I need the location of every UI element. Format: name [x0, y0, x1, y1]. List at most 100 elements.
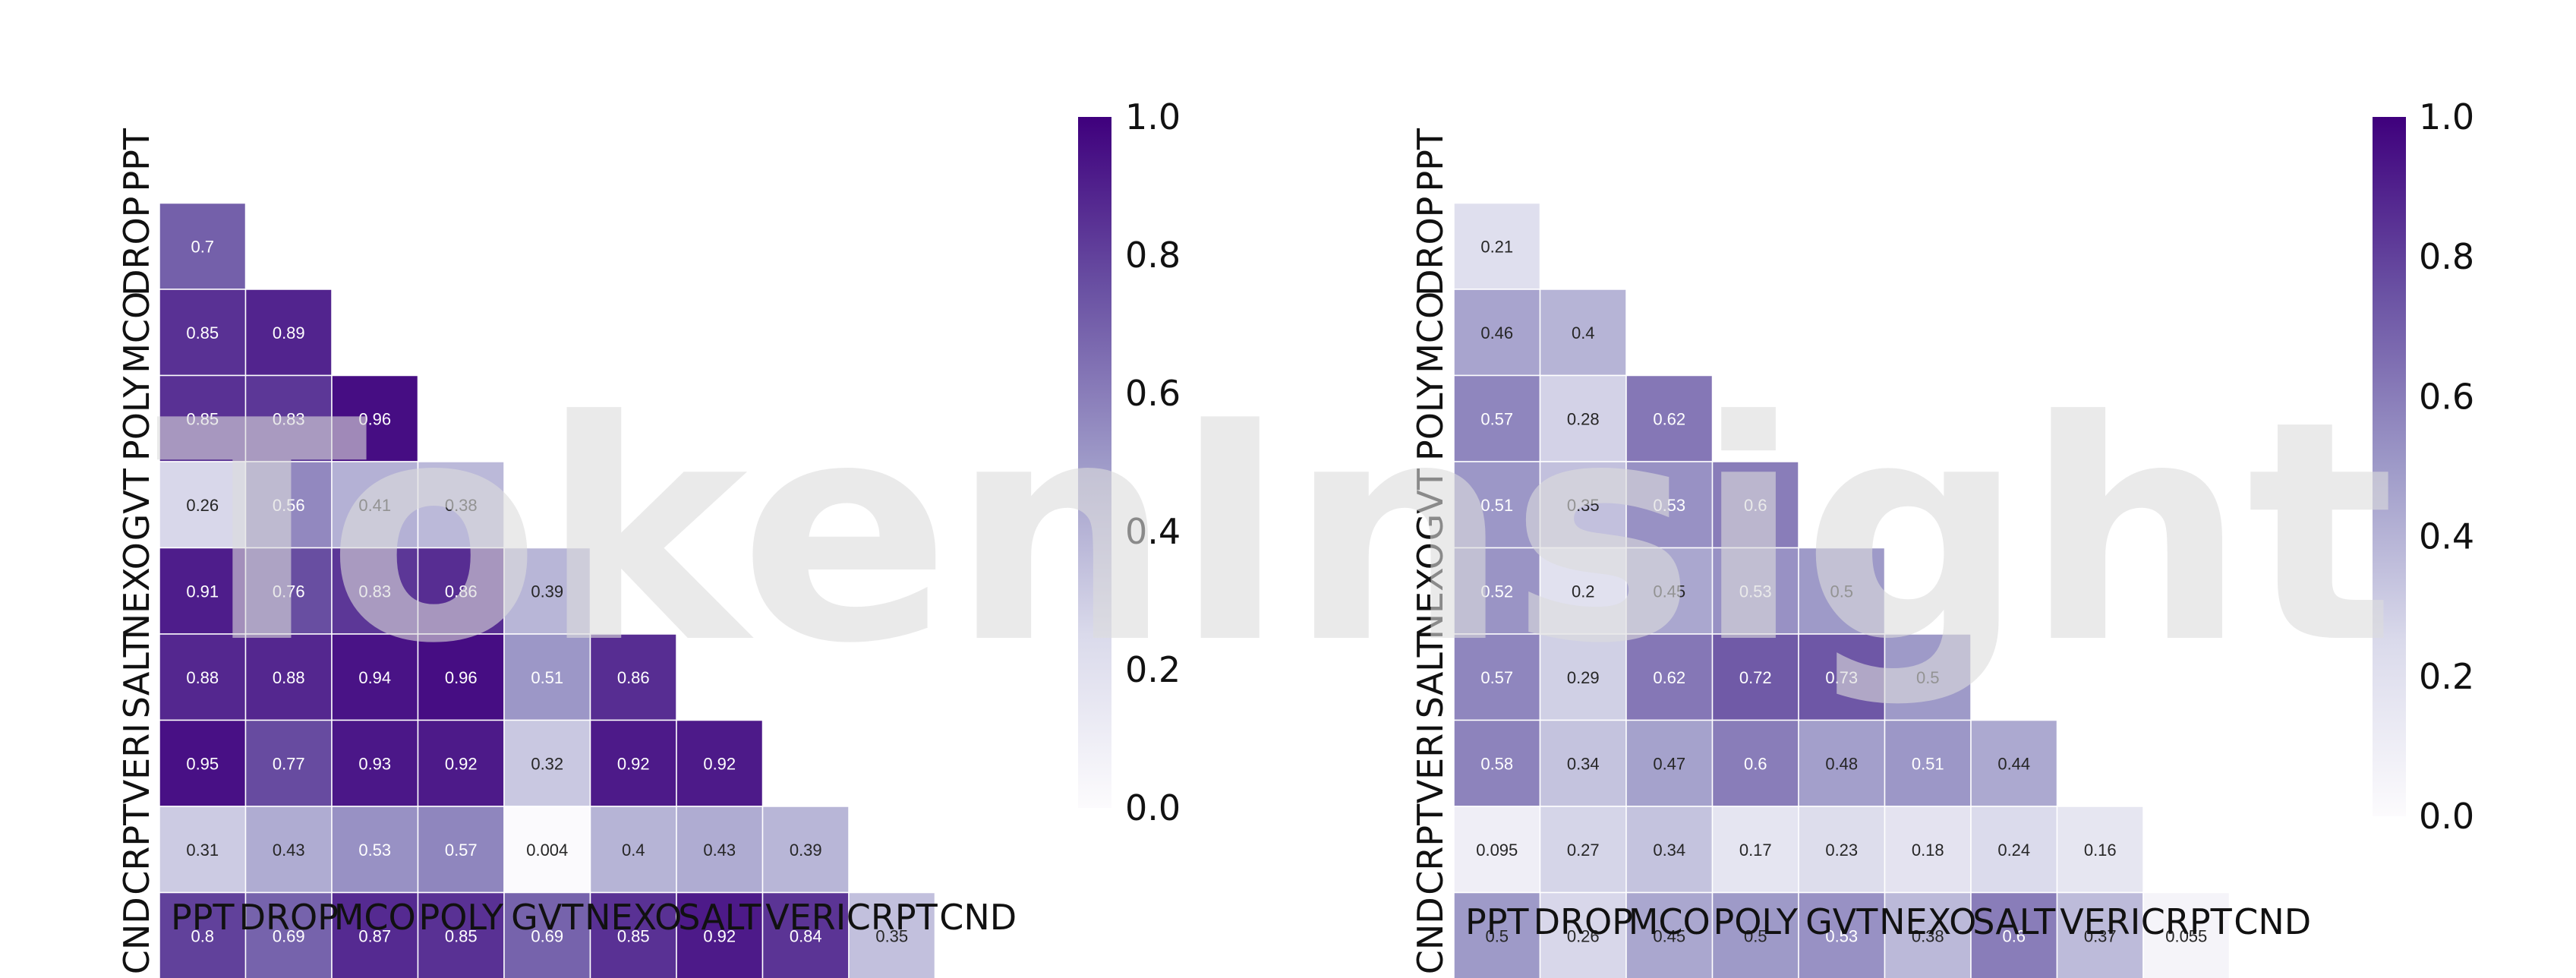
heatmap-cell: [1539, 374, 1627, 462]
cell-value-label: 0.91: [186, 582, 219, 601]
heatmap-cell: [1711, 461, 1799, 549]
cell-value-label: 0.89: [273, 323, 305, 342]
heatmap-cell: [331, 461, 419, 549]
y-tick-label: CRPT: [1410, 803, 1451, 895]
cell-value-label: 0.45: [1653, 926, 1685, 945]
heatmap-cell: [1625, 461, 1714, 549]
cell-value-label: 0.53: [1739, 582, 1772, 601]
heatmap-cell: [503, 547, 591, 635]
heatmap-cell: [244, 719, 333, 807]
heatmap-cell: [503, 806, 591, 894]
heatmap-cell: [331, 633, 419, 721]
colorbar-tick-label: 0.0: [1125, 787, 1181, 828]
heatmap-cell: [1539, 719, 1627, 807]
heatmap-cell: [589, 719, 677, 807]
heatmap-cell: [1625, 374, 1714, 462]
y-tick-label: SALT: [116, 635, 157, 718]
heatmap-cell: [159, 891, 247, 978]
colorbar-tick-label: 0.2: [2419, 656, 2474, 697]
cell-value-label: 0.055: [2165, 926, 2207, 945]
cell-value-label: 0.85: [186, 323, 219, 342]
cell-value-label: 0.57: [445, 841, 478, 860]
colorbar-tick-label: 0.2: [1125, 649, 1181, 690]
cell-value-label: 0.004: [526, 841, 568, 860]
x-tick-label: SALT: [678, 897, 761, 938]
cell-value-label: 0.34: [1567, 754, 1600, 773]
cell-value-label: 0.16: [2084, 841, 2117, 860]
heatmap-cell: [1539, 461, 1627, 549]
y-tick-label: NEXO: [1410, 542, 1451, 639]
cell-value-label: 0.84: [790, 926, 822, 945]
heatmap-panel-2: 0.21 0.46 0.4 0.57 0.28 0.62 0.51 0.35 0.53 0.6 0.…: [1410, 96, 2474, 978]
heatmap-cell: [159, 461, 247, 549]
cell-value-label: 0.72: [1739, 668, 1772, 687]
heatmap-cell: [589, 806, 677, 894]
cell-value-label: 0.88: [273, 668, 305, 687]
y-tick-label: VERI: [1410, 723, 1451, 803]
cell-value-label: 0.24: [1997, 841, 2030, 860]
x-tick-label: CND: [2234, 901, 2311, 942]
heatmap-cell: [1539, 547, 1627, 635]
heatmap-cell: [503, 891, 591, 978]
cell-value-label: 0.58: [1480, 754, 1513, 773]
y-tick-label: CND: [116, 897, 157, 974]
heatmap-cell: [1884, 719, 1972, 807]
x-tick-label: MCO: [1629, 901, 1711, 942]
heatmap-cell: [331, 547, 419, 635]
cell-value-label: 0.86: [445, 582, 478, 601]
cell-value-label: 0.32: [531, 754, 563, 773]
cell-value-label: 0.6: [2002, 926, 2026, 945]
colorbar-tick-label: 0.6: [1125, 373, 1181, 414]
cell-value-label: 0.62: [1653, 668, 1685, 687]
heatmap-cell: [761, 891, 850, 978]
heatmap-cell: [244, 461, 333, 549]
x-tick-label: POLY: [1713, 901, 1798, 942]
cell-value-label: 0.29: [1567, 668, 1600, 687]
heatmap-cell: [2142, 891, 2231, 978]
cell-value-label: 0.73: [1825, 668, 1858, 687]
x-tick-label: VERI: [2060, 901, 2140, 942]
cell-value-label: 0.4: [622, 841, 645, 860]
heatmap-cell: [589, 633, 677, 721]
y-tick-label: GVT: [116, 468, 157, 541]
cell-value-label: 0.94: [358, 668, 391, 687]
colorbar: [2373, 117, 2406, 816]
cell-value-label: 0.31: [186, 841, 219, 860]
cell-value-label: 0.38: [1912, 926, 1944, 945]
heatmap-cell: [1884, 806, 1972, 894]
heatmap-cell: [1453, 289, 1541, 377]
heatmap-cell: [676, 806, 764, 894]
x-tick-label: VERI: [765, 897, 846, 938]
x-tick-label: NEXO: [1879, 901, 1976, 942]
cell-value-label: 0.77: [273, 754, 305, 773]
cell-value-label: 0.47: [1653, 754, 1685, 773]
cell-value-label: 0.7: [191, 237, 214, 256]
heatmap-cell: [1539, 633, 1627, 721]
heatmap-cell: [1625, 633, 1714, 721]
cell-value-label: 0.53: [358, 841, 391, 860]
heatmap-cell: [1453, 891, 1541, 978]
cell-value-label: 0.83: [273, 409, 305, 428]
heatmap-cell: [417, 806, 505, 894]
heatmap-cell: [1798, 547, 1886, 635]
cell-value-label: 0.92: [703, 754, 736, 773]
heatmap-cell: [848, 891, 936, 978]
cell-value-label: 0.27: [1567, 841, 1600, 860]
cell-value-label: 0.26: [1567, 926, 1600, 945]
cell-value-label: 0.69: [273, 926, 305, 945]
x-tick-label: PPT: [171, 897, 235, 938]
x-tick-label: GVT: [1805, 901, 1878, 942]
cell-value-label: 0.53: [1653, 496, 1685, 515]
heatmap-cell: [676, 891, 764, 978]
cell-value-label: 0.88: [186, 668, 219, 687]
heatmap-cell: [417, 633, 505, 721]
heatmap-cell: [244, 633, 333, 721]
cell-value-label: 0.46: [1480, 323, 1513, 342]
y-tick-label: CRPT: [116, 803, 157, 895]
cell-value-label: 0.35: [1567, 496, 1600, 515]
heatmap-cell: [761, 806, 850, 894]
y-tick-label: NEXO: [116, 542, 157, 639]
colorbar-tick-label: 0.4: [2419, 516, 2474, 557]
cell-value-label: 0.2: [1572, 582, 1595, 601]
